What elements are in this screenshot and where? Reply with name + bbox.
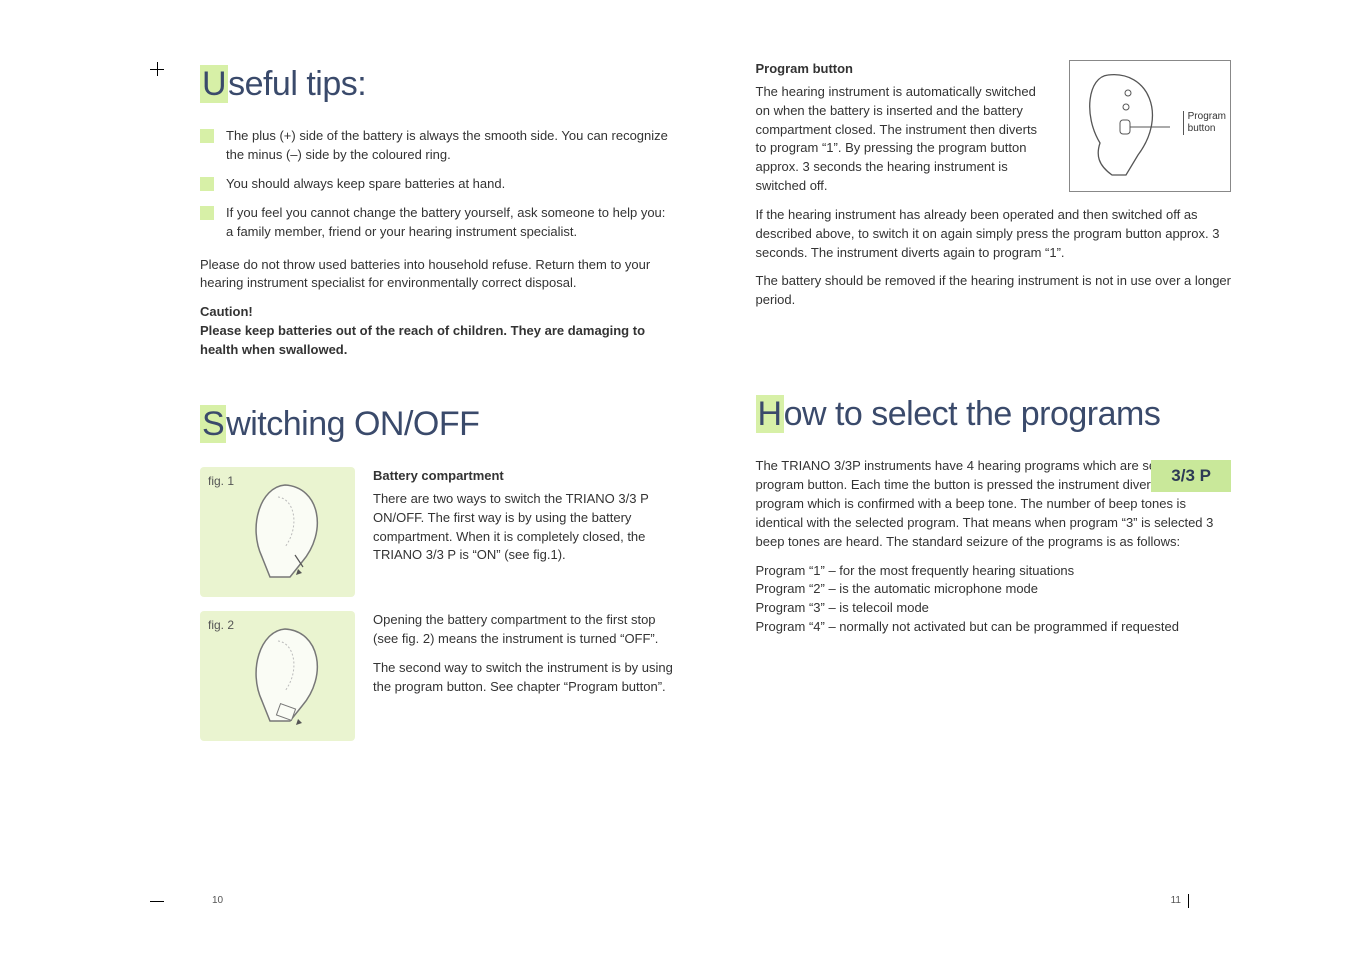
battery-text-2: Opening the battery compartment to the f… — [373, 611, 676, 706]
program-button-section: Program button The hearing instrument is… — [756, 60, 1232, 206]
figure-row-2: fig. 2 Opening the battery compartment t… — [200, 611, 676, 747]
heading-highlight: U — [200, 65, 228, 103]
program-button-text: Program button The hearing instrument is… — [756, 60, 1052, 206]
battery-p3: The second way to switch the instrument … — [373, 659, 676, 697]
figure-1: fig. 1 — [200, 467, 355, 597]
diagram-label: Program button — [1183, 111, 1226, 135]
disposal-note: Please do not throw used batteries into … — [200, 256, 676, 294]
left-column: Useful tips: The plus (+) side of the ba… — [200, 60, 676, 755]
page: Useful tips: The plus (+) side of the ba… — [0, 0, 1351, 954]
crop-mark — [150, 62, 168, 80]
tip-text: You should always keep spare batteries a… — [226, 175, 505, 194]
figure-2: fig. 2 — [200, 611, 355, 741]
crop-mark — [150, 894, 168, 912]
hearing-aid-icon — [240, 477, 340, 587]
figure-label: fig. 2 — [208, 617, 234, 634]
battery-title: Battery compartment — [373, 467, 676, 486]
program-2: Program “2” – is the automatic microphon… — [756, 580, 1232, 599]
columns: Useful tips: The plus (+) side of the ba… — [200, 60, 1231, 755]
right-column: Program button The hearing instrument is… — [756, 60, 1232, 755]
tip-item: If you feel you cannot change the batter… — [200, 204, 676, 242]
tip-item: You should always keep spare batteries a… — [200, 175, 676, 194]
crop-mark — [1181, 894, 1199, 912]
program-button-title: Program button — [756, 60, 1052, 79]
program-button-p3: The battery should be removed if the hea… — [756, 272, 1232, 310]
tip-text: The plus (+) side of the battery is alwa… — [226, 127, 676, 165]
program-button-p1: The hearing instrument is automatically … — [756, 83, 1052, 196]
battery-p1: There are two ways to switch the TRIANO … — [373, 490, 676, 565]
heading-text: ow to select the programs — [784, 395, 1161, 433]
program-4: Program “4” – normally not activated but… — [756, 618, 1232, 637]
figure-row-1: fig. 1 Battery compartment There are two… — [200, 467, 676, 603]
tip-text: If you feel you cannot change the batter… — [226, 204, 676, 242]
program-button-diagram: Program button — [1069, 60, 1231, 192]
hearing-aid-side-icon — [1078, 65, 1178, 185]
hearing-aid-open-icon — [240, 621, 340, 731]
battery-p2: Opening the battery compartment to the f… — [373, 611, 676, 649]
caution-body: Please keep batteries out of the reach o… — [200, 322, 676, 360]
program-button-p2: If the hearing instrument has already be… — [756, 206, 1232, 263]
heading-highlight: H — [756, 395, 784, 433]
model-badge: 3/3 P — [1151, 460, 1231, 492]
tips-list: The plus (+) side of the battery is alwa… — [200, 127, 676, 241]
page-number-left: 10 — [212, 895, 223, 906]
battery-text: Battery compartment There are two ways t… — [373, 467, 676, 575]
heading-select-programs: How to select the programs — [756, 390, 1232, 439]
heading-switching: Switching ON/OFF — [200, 400, 676, 449]
heading-text: seful tips: — [228, 65, 366, 103]
tip-item: The plus (+) side of the battery is alwa… — [200, 127, 676, 165]
caution-title: Caution! — [200, 303, 676, 322]
page-number-right: 11 — [1171, 895, 1181, 906]
heading-useful-tips: Useful tips: — [200, 60, 676, 109]
program-3: Program “3” – is telecoil mode — [756, 599, 1232, 618]
heading-highlight: S — [200, 405, 226, 443]
heading-text: witching ON/OFF — [226, 405, 479, 443]
program-1: Program “1” – for the most frequently he… — [756, 562, 1232, 581]
figure-label: fig. 1 — [208, 473, 234, 490]
